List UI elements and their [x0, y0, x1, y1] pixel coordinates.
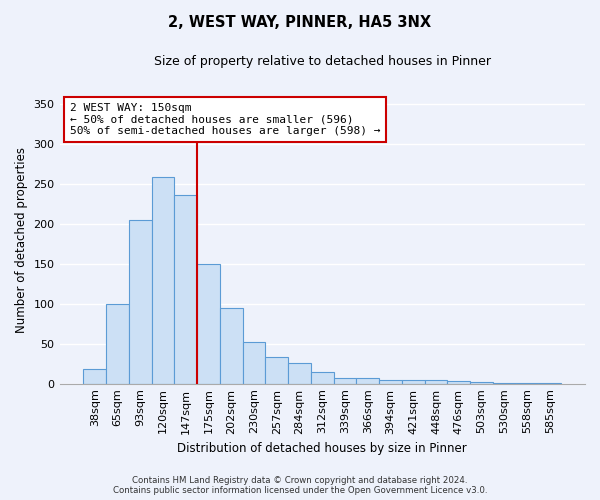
- Y-axis label: Number of detached properties: Number of detached properties: [15, 146, 28, 332]
- Bar: [83, 370, 106, 384]
- Bar: [515, 383, 538, 384]
- Bar: [152, 177, 175, 384]
- Bar: [288, 363, 311, 384]
- Bar: [265, 358, 288, 384]
- Text: 2, WEST WAY, PINNER, HA5 3NX: 2, WEST WAY, PINNER, HA5 3NX: [169, 15, 431, 30]
- X-axis label: Distribution of detached houses by size in Pinner: Distribution of detached houses by size …: [178, 442, 467, 455]
- Bar: [356, 378, 379, 384]
- Title: Size of property relative to detached houses in Pinner: Size of property relative to detached ho…: [154, 55, 491, 68]
- Bar: [538, 383, 561, 384]
- Bar: [493, 383, 515, 384]
- Text: 2 WEST WAY: 150sqm
← 50% of detached houses are smaller (596)
50% of semi-detach: 2 WEST WAY: 150sqm ← 50% of detached hou…: [70, 103, 380, 136]
- Bar: [106, 304, 129, 384]
- Bar: [129, 220, 152, 384]
- Bar: [220, 308, 242, 384]
- Bar: [470, 382, 493, 384]
- Bar: [242, 342, 265, 384]
- Bar: [334, 378, 356, 384]
- Bar: [379, 380, 402, 384]
- Text: Contains HM Land Registry data © Crown copyright and database right 2024.
Contai: Contains HM Land Registry data © Crown c…: [113, 476, 487, 495]
- Bar: [175, 195, 197, 384]
- Bar: [425, 380, 448, 384]
- Bar: [402, 380, 425, 384]
- Bar: [197, 264, 220, 384]
- Bar: [311, 372, 334, 384]
- Bar: [448, 382, 470, 384]
